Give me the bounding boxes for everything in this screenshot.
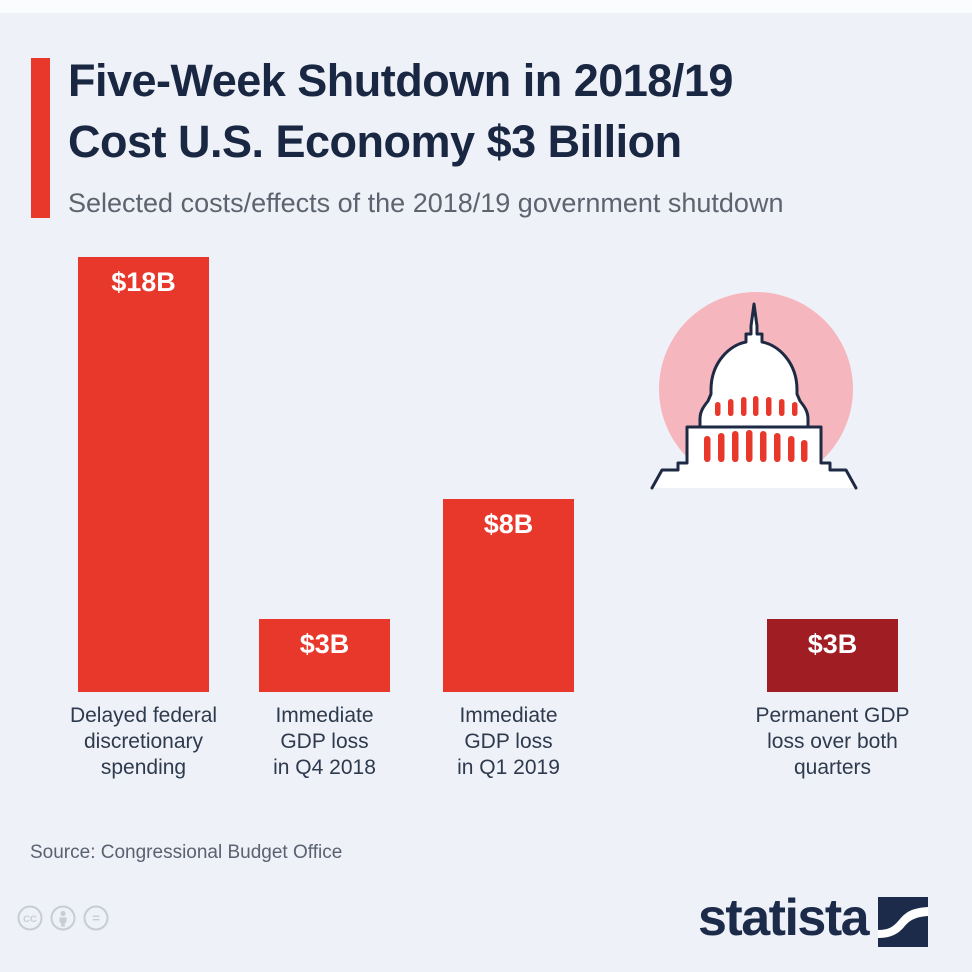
creative-commons-icon: CC [17, 905, 43, 931]
svg-text:=: = [92, 911, 100, 926]
statista-logo-mark [878, 897, 929, 947]
bar: $3B [259, 619, 390, 692]
equals-license-icon: = [83, 905, 109, 931]
attribution-person-icon [50, 905, 76, 931]
bar-value-label: $3B [299, 629, 350, 659]
bar-category-label: Permanent GDP loss over both quarters [755, 704, 910, 779]
statista-logo: statista [698, 888, 929, 948]
us-capitol-icon [650, 292, 858, 490]
bar-category-label: Immediate GDP loss in Q4 2018 [273, 704, 376, 779]
capitol-columns [704, 396, 808, 462]
title-accent-bar [31, 58, 50, 218]
bar-value-label: $8B [483, 509, 534, 539]
bar: $18B [78, 257, 209, 692]
bar-value-label: $3B [807, 629, 858, 659]
page-title: Five-Week Shutdown in 2018/19 Cost U.S. … [68, 55, 733, 167]
statista-wordmark: statista [698, 889, 870, 947]
bar: $8B [443, 499, 574, 692]
source-note: Source: Congressional Budget Office [30, 842, 343, 863]
bar-category-label: Delayed federal discretionary spending [69, 704, 218, 779]
bar-value-label: $18B [111, 267, 176, 297]
bar-category-label: Immediate GDP loss in Q1 2019 [457, 704, 560, 779]
page-subtitle: Selected costs/effects of the 2018/19 go… [68, 188, 784, 218]
svg-text:CC: CC [23, 914, 37, 925]
top-margin-strip [0, 0, 972, 13]
license-icons: CC = [17, 905, 109, 931]
bar: $3B [767, 619, 898, 692]
